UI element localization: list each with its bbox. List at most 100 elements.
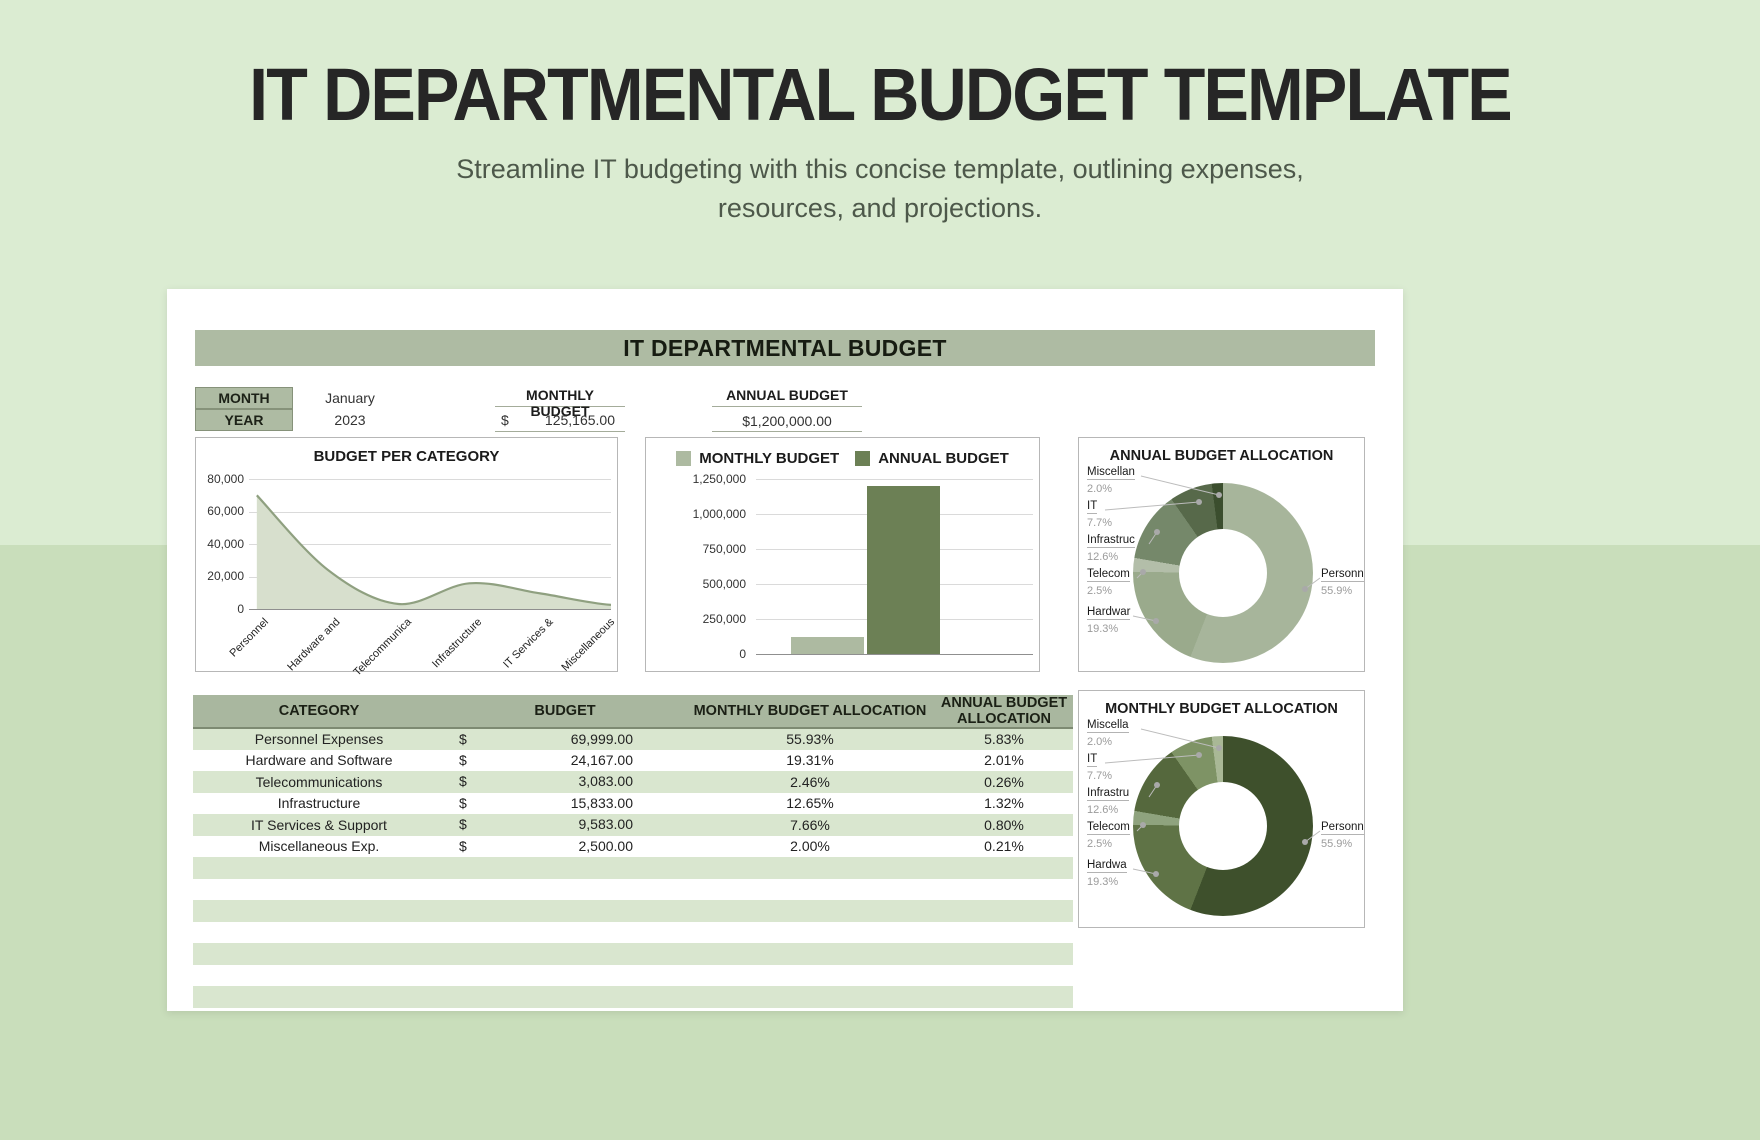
table-row: Telecommunications $3,083.00 2.46% 0.26% [193,771,1073,793]
table-row: Personnel Expenses $69,999.00 55.93% 5.8… [193,728,1073,750]
y-tick: 40,000 [207,537,244,551]
donut-callout-miscellaneous: Miscellan 2.0% [1087,466,1135,495]
cell-annual-allocation[interactable]: 0.26% [935,771,1073,793]
page-subtitle: Streamline IT budgeting with this concis… [0,150,1760,228]
table-empty-row[interactable] [193,900,1073,922]
table-row: Infrastructure $15,833.00 12.65% 1.32% [193,793,1073,815]
table-empty-row[interactable] [193,879,1073,901]
table-empty-row[interactable] [193,922,1073,944]
gridline [249,576,611,578]
bar-monthly-budget [791,636,864,654]
bar-chart-legend: MONTHLY BUDGET ANNUAL BUDGET [646,450,1039,467]
budget-table: CATEGORY BUDGET MONTHLY BUDGET ALLOCATIO… [193,695,1073,1008]
cell-annual-allocation[interactable]: 5.83% [935,728,1073,750]
month-value-cell[interactable]: January [325,390,375,406]
table-empty-row[interactable] [193,986,1073,1008]
x-category-label: Miscellaneous [559,616,618,674]
header-cell-budget: BUDGET [445,695,685,729]
y-tick: 750,000 [702,542,746,556]
cell-monthly-allocation[interactable]: 12.65% [786,795,834,812]
subtitle-line-1: Streamline IT budgeting with this concis… [456,154,1304,184]
cell-category[interactable]: Hardware and Software [245,752,393,769]
cell-budget[interactable]: $24,167.00 [459,751,633,768]
y-tick: 0 [739,647,746,661]
x-axis-line [249,609,611,610]
cell-annual-allocation[interactable]: 2.01% [984,752,1024,769]
cell-category[interactable]: Miscellaneous Exp. [258,838,380,855]
area-curve [256,494,611,609]
legend-label-annual: ANNUAL BUDGET [878,450,1009,467]
donut-hole [1179,782,1267,870]
legend-swatch-monthly [676,451,692,466]
monthly-budget-currency: $ [501,412,509,428]
budget-sheet-card: IT DEPARTMENTAL BUDGET MONTH YEAR Januar… [167,289,1403,1011]
x-category-label: Personnel [227,616,272,660]
y-tick: 80,000 [207,472,244,486]
bar-annual-budget [867,486,940,654]
y-tick: 500,000 [702,577,746,591]
table-empty-row[interactable] [193,857,1073,879]
donut-callout-it-services: IT 7.7% [1087,500,1113,529]
x-category-label: Hardware and [285,616,343,674]
header-cell-monthly-allocation: MONTHLY BUDGET ALLOCATION [685,695,935,729]
cell-annual-allocation[interactable]: 0.21% [984,838,1024,855]
x-category-label: Telecommunica [350,616,414,679]
donut-callout-telecom: Telecom 2.5% [1087,821,1130,850]
monthly-allocation-panel: MONTHLY BUDGET ALLOCATION Miscella 2.0% [1078,690,1365,928]
legend-swatch-annual [855,451,871,466]
y-tick: 1,250,000 [692,472,746,486]
donut-callout-personnel: Personn 55.9% [1321,568,1364,597]
gridline [249,544,611,545]
y-tick: 20,000 [207,569,244,583]
table-empty-row[interactable] [193,943,1073,965]
legend-item-annual: ANNUAL BUDGET [855,450,1009,467]
year-value-cell[interactable]: 2023 [334,412,366,428]
gridline [249,479,611,480]
cell-category[interactable]: IT Services & Support [193,814,445,836]
cell-category[interactable]: Personnel Expenses [193,728,445,750]
year-label-cell: YEAR [195,409,293,431]
donut-callout-hardware: Hardwar 19.3% [1087,606,1131,635]
table-header-row: CATEGORY BUDGET MONTHLY BUDGET ALLOCATIO… [193,695,1073,729]
monthly-budget-cell[interactable]: $ 125,165.00 [495,410,625,432]
table-row: Hardware and Software $24,167.00 19.31% … [193,750,1073,772]
area-chart-panel: BUDGET PER CATEGORY 80,000 60,000 40,000… [195,437,618,679]
cell-monthly-allocation[interactable]: 7.66% [685,814,935,836]
donut-callout-it-services: IT 7.7% [1087,753,1113,782]
y-tick: 0 [237,602,244,616]
cell-budget[interactable]: $15,833.00 [459,794,633,811]
monthly-budget-value: 125,165.00 [544,412,615,428]
x-category-label: Infrastructure [430,616,485,671]
sheet-header: IT DEPARTMENTAL BUDGET [195,330,1375,366]
cell-monthly-allocation[interactable]: 55.93% [685,728,935,750]
cell-category[interactable]: Telecommunications [193,771,445,793]
donut-callout-hardware: Hardwa 19.3% [1087,859,1127,888]
y-tick: 60,000 [207,504,244,518]
area-chart-title: BUDGET PER CATEGORY [313,448,500,465]
cell-monthly-allocation[interactable]: 2.00% [790,838,830,855]
donut-callout-personnel: Personn 55.9% [1321,821,1364,850]
cell-budget[interactable]: $3,083.00 [445,771,685,793]
table-empty-row[interactable] [193,965,1073,987]
cell-budget[interactable]: $2,500.00 [459,837,633,854]
cell-category[interactable]: Infrastructure [277,795,361,812]
cell-budget[interactable]: $69,999.00 [445,728,685,750]
donut-callout-miscellaneous: Miscella 2.0% [1087,719,1129,748]
legend-label-monthly: MONTHLY BUDGET [699,450,840,467]
x-category-label: IT Services & [500,616,556,671]
cell-budget[interactable]: $9,583.00 [445,814,685,836]
donut-callout-infrastructure: Infrastruc 12.6% [1087,534,1135,563]
y-tick: 1,000,000 [692,507,746,521]
donut-callout-infrastructure: Infrastru 12.6% [1087,787,1130,816]
gridline [756,479,1033,480]
annual-budget-label: ANNUAL BUDGET [712,387,862,407]
cell-annual-allocation[interactable]: 1.32% [984,795,1024,812]
cell-annual-allocation[interactable]: 0.80% [935,814,1073,836]
cell-monthly-allocation[interactable]: 19.31% [786,752,834,769]
annual-donut-title: ANNUAL BUDGET ALLOCATION [1109,448,1334,464]
gridline [249,511,611,513]
annual-budget-cell[interactable]: $1,200,000.00 [712,410,862,432]
cell-monthly-allocation[interactable]: 2.46% [685,771,935,793]
header-cell-annual-allocation: ANNUAL BUDGET ALLOCATION [935,695,1073,729]
